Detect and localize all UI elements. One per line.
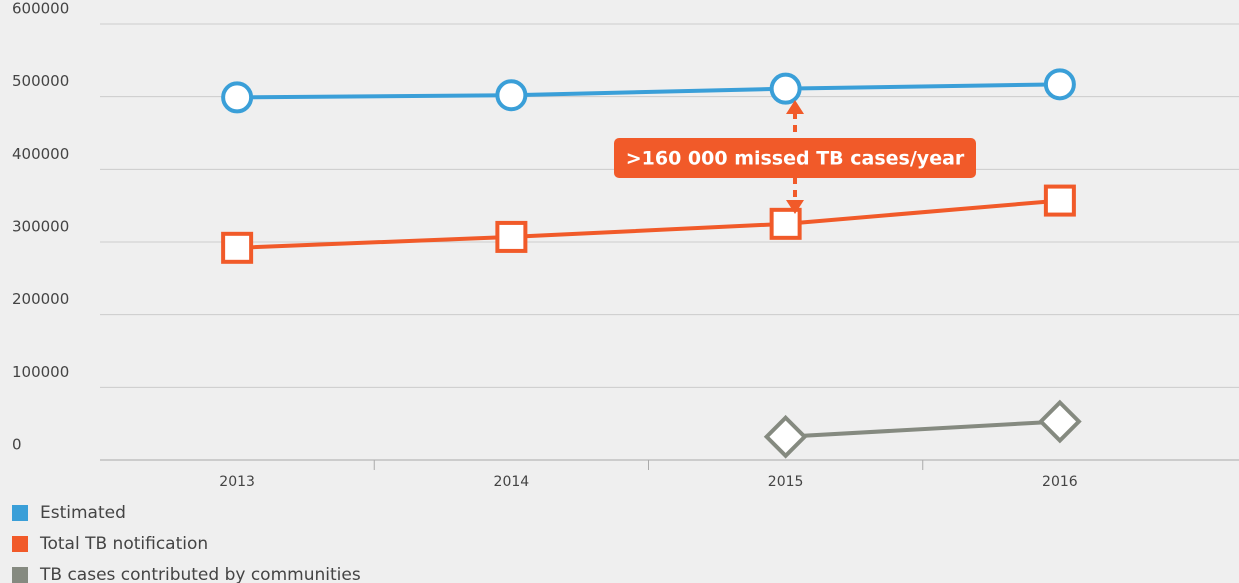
marker xyxy=(769,207,802,240)
annotation-text: >160 000 missed TB cases/year xyxy=(626,148,965,170)
marker xyxy=(763,414,808,459)
x-tick-label: 2016 xyxy=(1042,474,1078,490)
y-tick-label: 600000 xyxy=(12,0,69,18)
y-tick-label: 500000 xyxy=(12,72,69,90)
x-tick-label: 2014 xyxy=(494,474,530,490)
marker xyxy=(769,72,802,105)
arrow-head xyxy=(786,200,804,214)
legend-swatch xyxy=(12,536,28,552)
marker xyxy=(495,79,528,112)
series-line xyxy=(237,198,1061,250)
marker xyxy=(1043,68,1076,101)
marker xyxy=(221,231,254,264)
marker xyxy=(221,81,254,114)
y-tick-label: 300000 xyxy=(12,218,69,236)
annotation-box xyxy=(614,138,976,178)
y-tick-label: 0 xyxy=(12,436,22,454)
legend-swatch xyxy=(12,505,28,521)
series-line xyxy=(785,419,1060,439)
marker xyxy=(495,220,528,253)
x-tick-label: 2015 xyxy=(768,474,804,490)
series-line xyxy=(237,82,1060,100)
y-tick-label: 100000 xyxy=(12,363,69,381)
legend-label: TB cases contributed by communities xyxy=(39,565,361,583)
x-tick-label: 2013 xyxy=(219,474,255,490)
y-tick-label: 400000 xyxy=(12,145,69,163)
marker xyxy=(1038,399,1082,444)
arrow-head xyxy=(786,100,804,114)
y-tick-label: 200000 xyxy=(12,290,69,308)
legend-label: Estimated xyxy=(40,503,126,523)
legend-swatch xyxy=(12,567,28,583)
marker xyxy=(1043,184,1076,217)
legend-label: Total TB notification xyxy=(39,534,208,554)
